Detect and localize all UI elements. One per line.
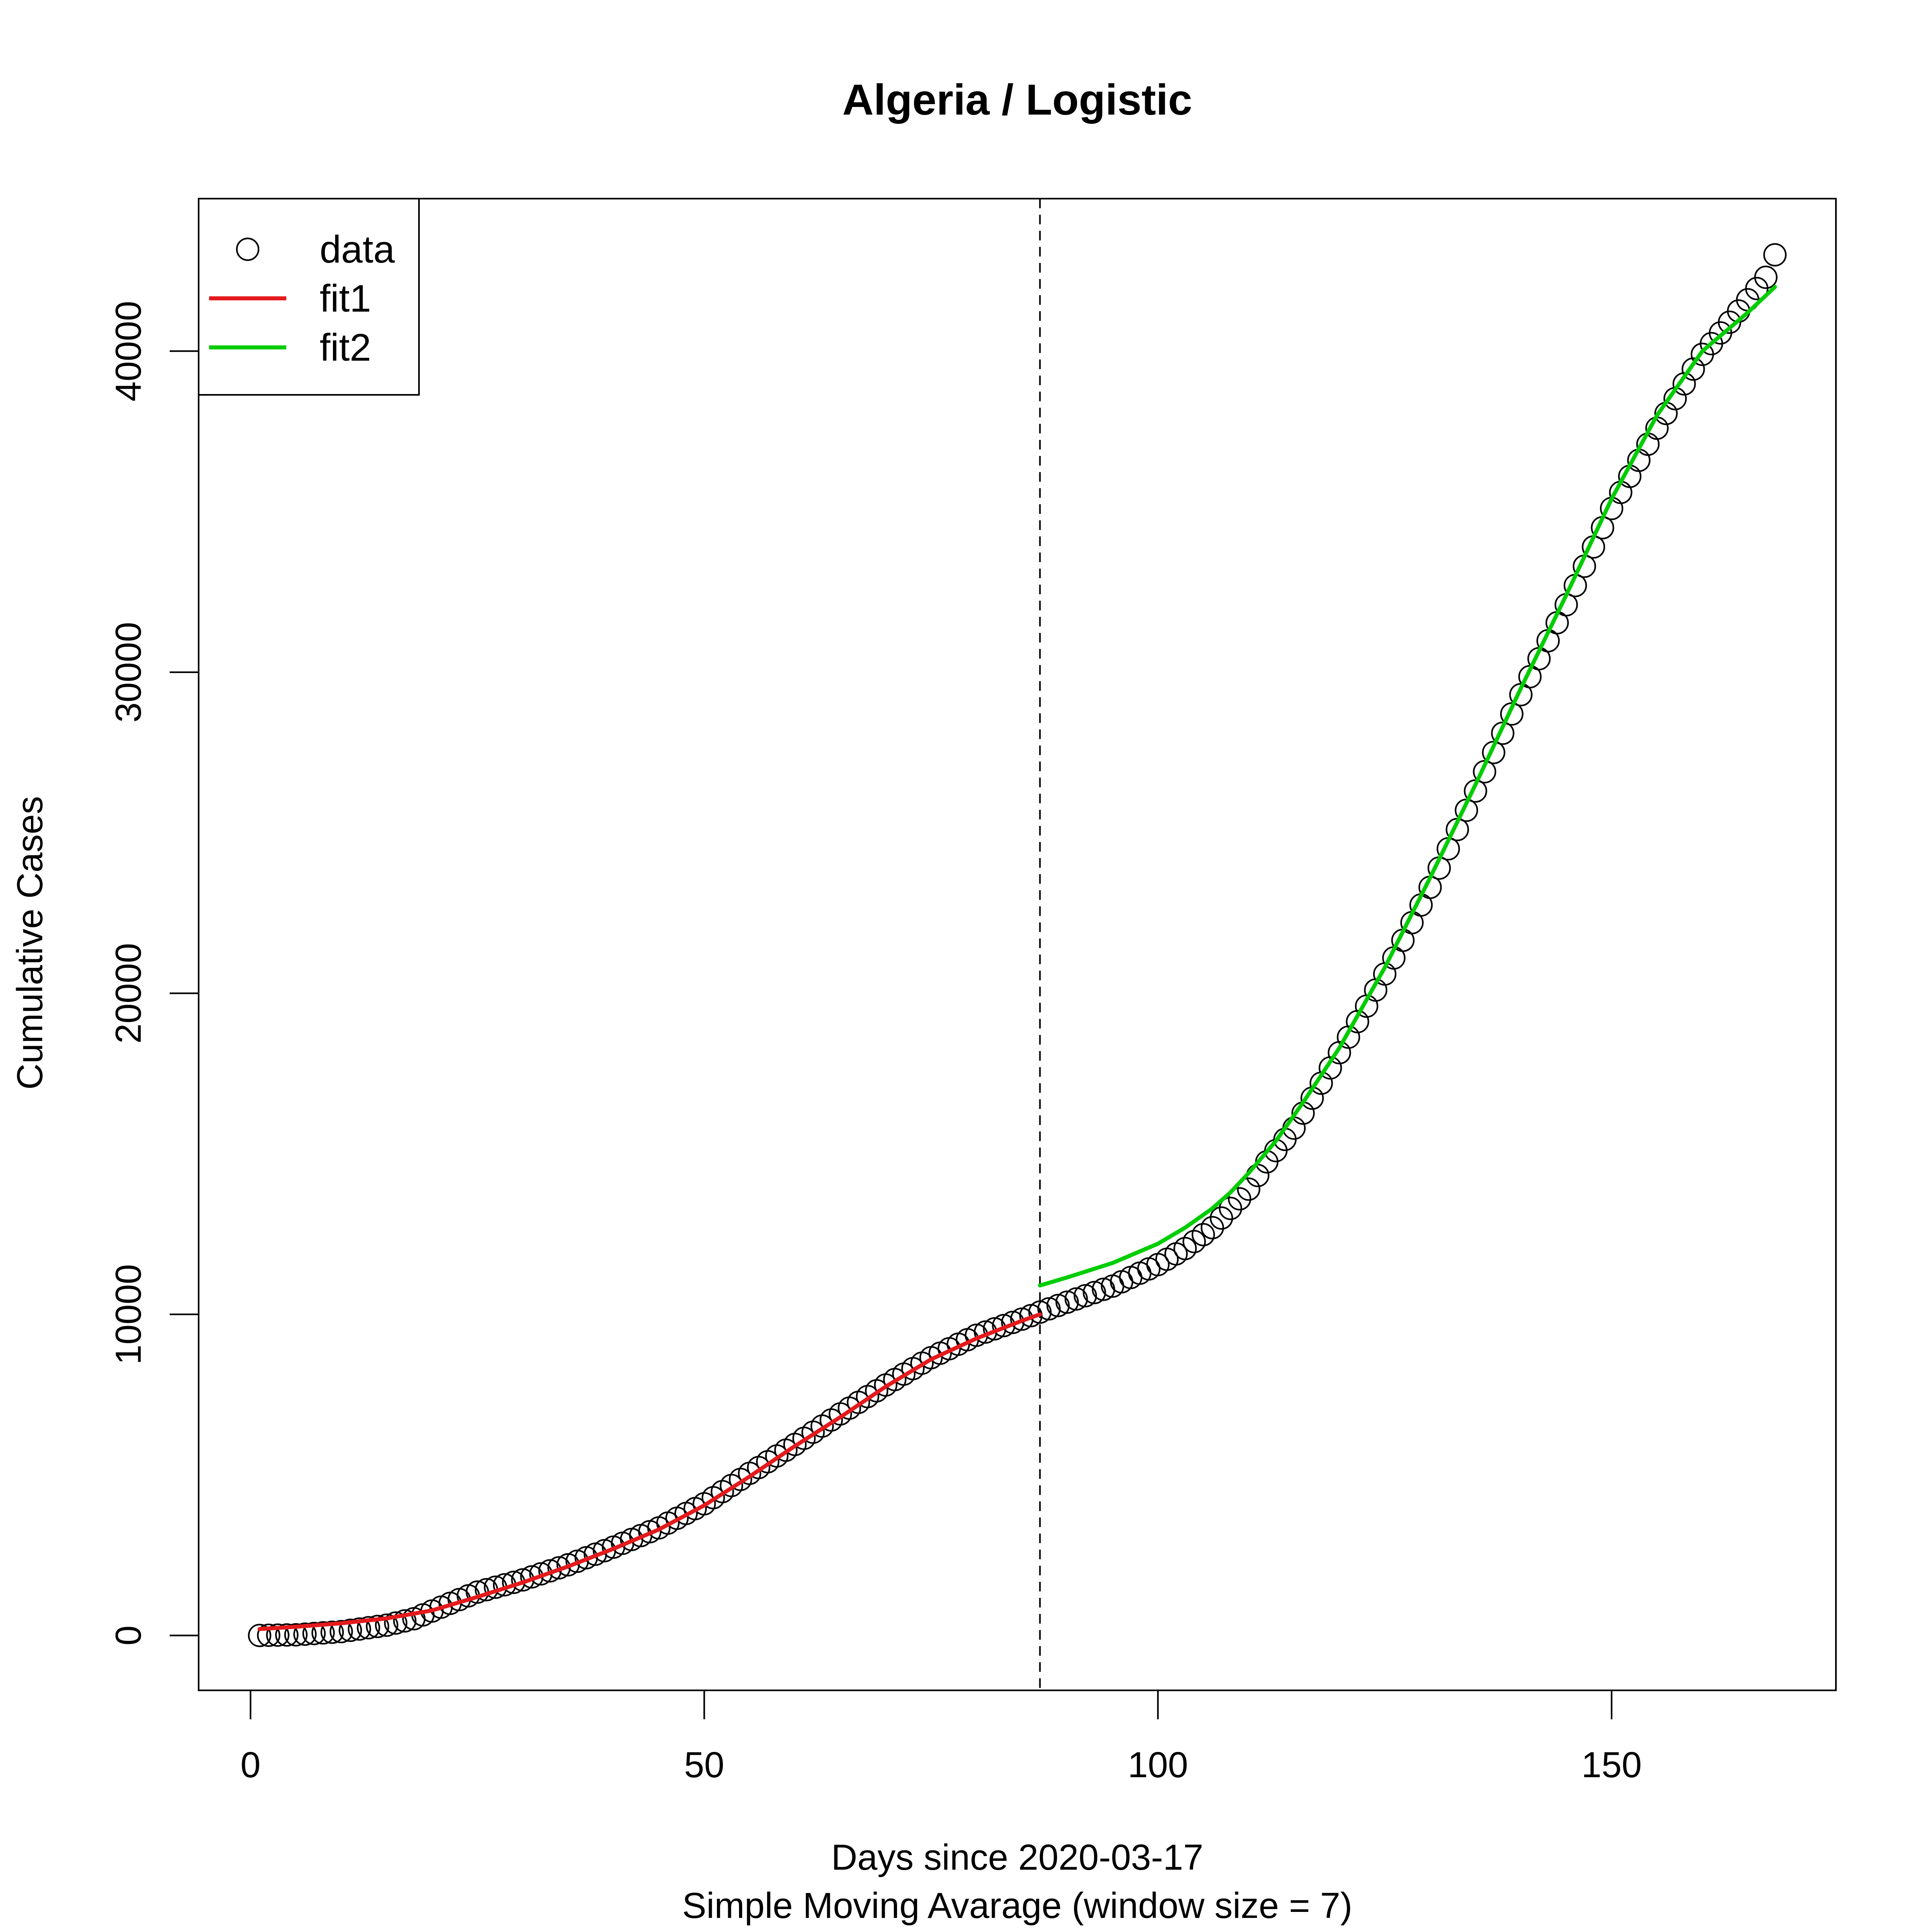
data-point <box>1082 1281 1106 1304</box>
data-point <box>1682 357 1705 381</box>
x-tick-label: 0 <box>240 1745 261 1785</box>
y-tick-label: 10000 <box>109 1264 149 1365</box>
y-axis: 0 10000 20000 30000 40000 <box>109 301 199 1645</box>
data-point <box>1173 1237 1197 1261</box>
data-point <box>1028 1300 1052 1324</box>
data-point <box>266 1623 290 1647</box>
data-point <box>1219 1197 1242 1220</box>
fit1-line <box>257 1312 1042 1631</box>
data-point <box>1055 1290 1079 1314</box>
data-point <box>1754 265 1778 289</box>
data-point <box>248 1624 271 1647</box>
data-point <box>1037 1297 1061 1321</box>
legend-data-label: data <box>320 228 395 271</box>
data-point <box>1763 243 1787 267</box>
data-point <box>393 1609 417 1633</box>
x-axis-sublabel: Simple Moving Avarage (window size = 7) <box>682 1886 1353 1926</box>
chart-title: Algeria / Logistic <box>842 75 1192 124</box>
legend-fit1-label: fit1 <box>320 277 371 320</box>
data-point <box>311 1621 335 1645</box>
data-point <box>375 1613 398 1637</box>
legend-data-marker <box>236 238 259 261</box>
data-point <box>1019 1304 1043 1328</box>
data-point <box>347 1617 371 1641</box>
y-tick-label: 0 <box>109 1625 149 1645</box>
fit2-line <box>1038 285 1777 1288</box>
data-point <box>275 1623 299 1647</box>
data-point <box>257 1624 281 1647</box>
data-point <box>357 1616 380 1640</box>
data-point <box>1209 1206 1233 1230</box>
data-point <box>1046 1293 1070 1317</box>
data-point <box>1201 1216 1224 1240</box>
data-point <box>384 1611 408 1635</box>
data-point <box>302 1622 326 1645</box>
x-axis-label: Days since 2020-03-17 <box>831 1838 1203 1878</box>
data-point <box>293 1622 317 1646</box>
data-point <box>1191 1223 1215 1246</box>
data-point <box>1074 1284 1097 1308</box>
x-tick-label: 50 <box>684 1745 724 1785</box>
chart-marks <box>248 199 1787 1690</box>
data-point <box>1237 1177 1261 1201</box>
legend-fit2-label: fit2 <box>320 326 371 369</box>
data-point <box>284 1623 308 1647</box>
data-point <box>1228 1187 1251 1211</box>
x-tick-label: 100 <box>1128 1745 1188 1785</box>
data-point <box>339 1618 362 1642</box>
x-axis: 0 50 100 150 <box>240 1690 1642 1785</box>
data-point <box>329 1620 353 1643</box>
y-axis-label: Cumulative Cases <box>10 796 50 1090</box>
y-tick-label: 40000 <box>109 301 149 401</box>
data-point <box>1183 1230 1206 1253</box>
data-point <box>1672 372 1696 396</box>
data-point <box>1064 1287 1088 1311</box>
data-point <box>366 1615 390 1638</box>
data-point <box>320 1620 344 1644</box>
y-tick-label: 20000 <box>109 943 149 1043</box>
data-point <box>1001 1310 1025 1334</box>
x-tick-label: 150 <box>1581 1745 1642 1785</box>
y-tick-label: 30000 <box>109 622 149 723</box>
legend: data fit1 fit2 <box>198 198 420 396</box>
